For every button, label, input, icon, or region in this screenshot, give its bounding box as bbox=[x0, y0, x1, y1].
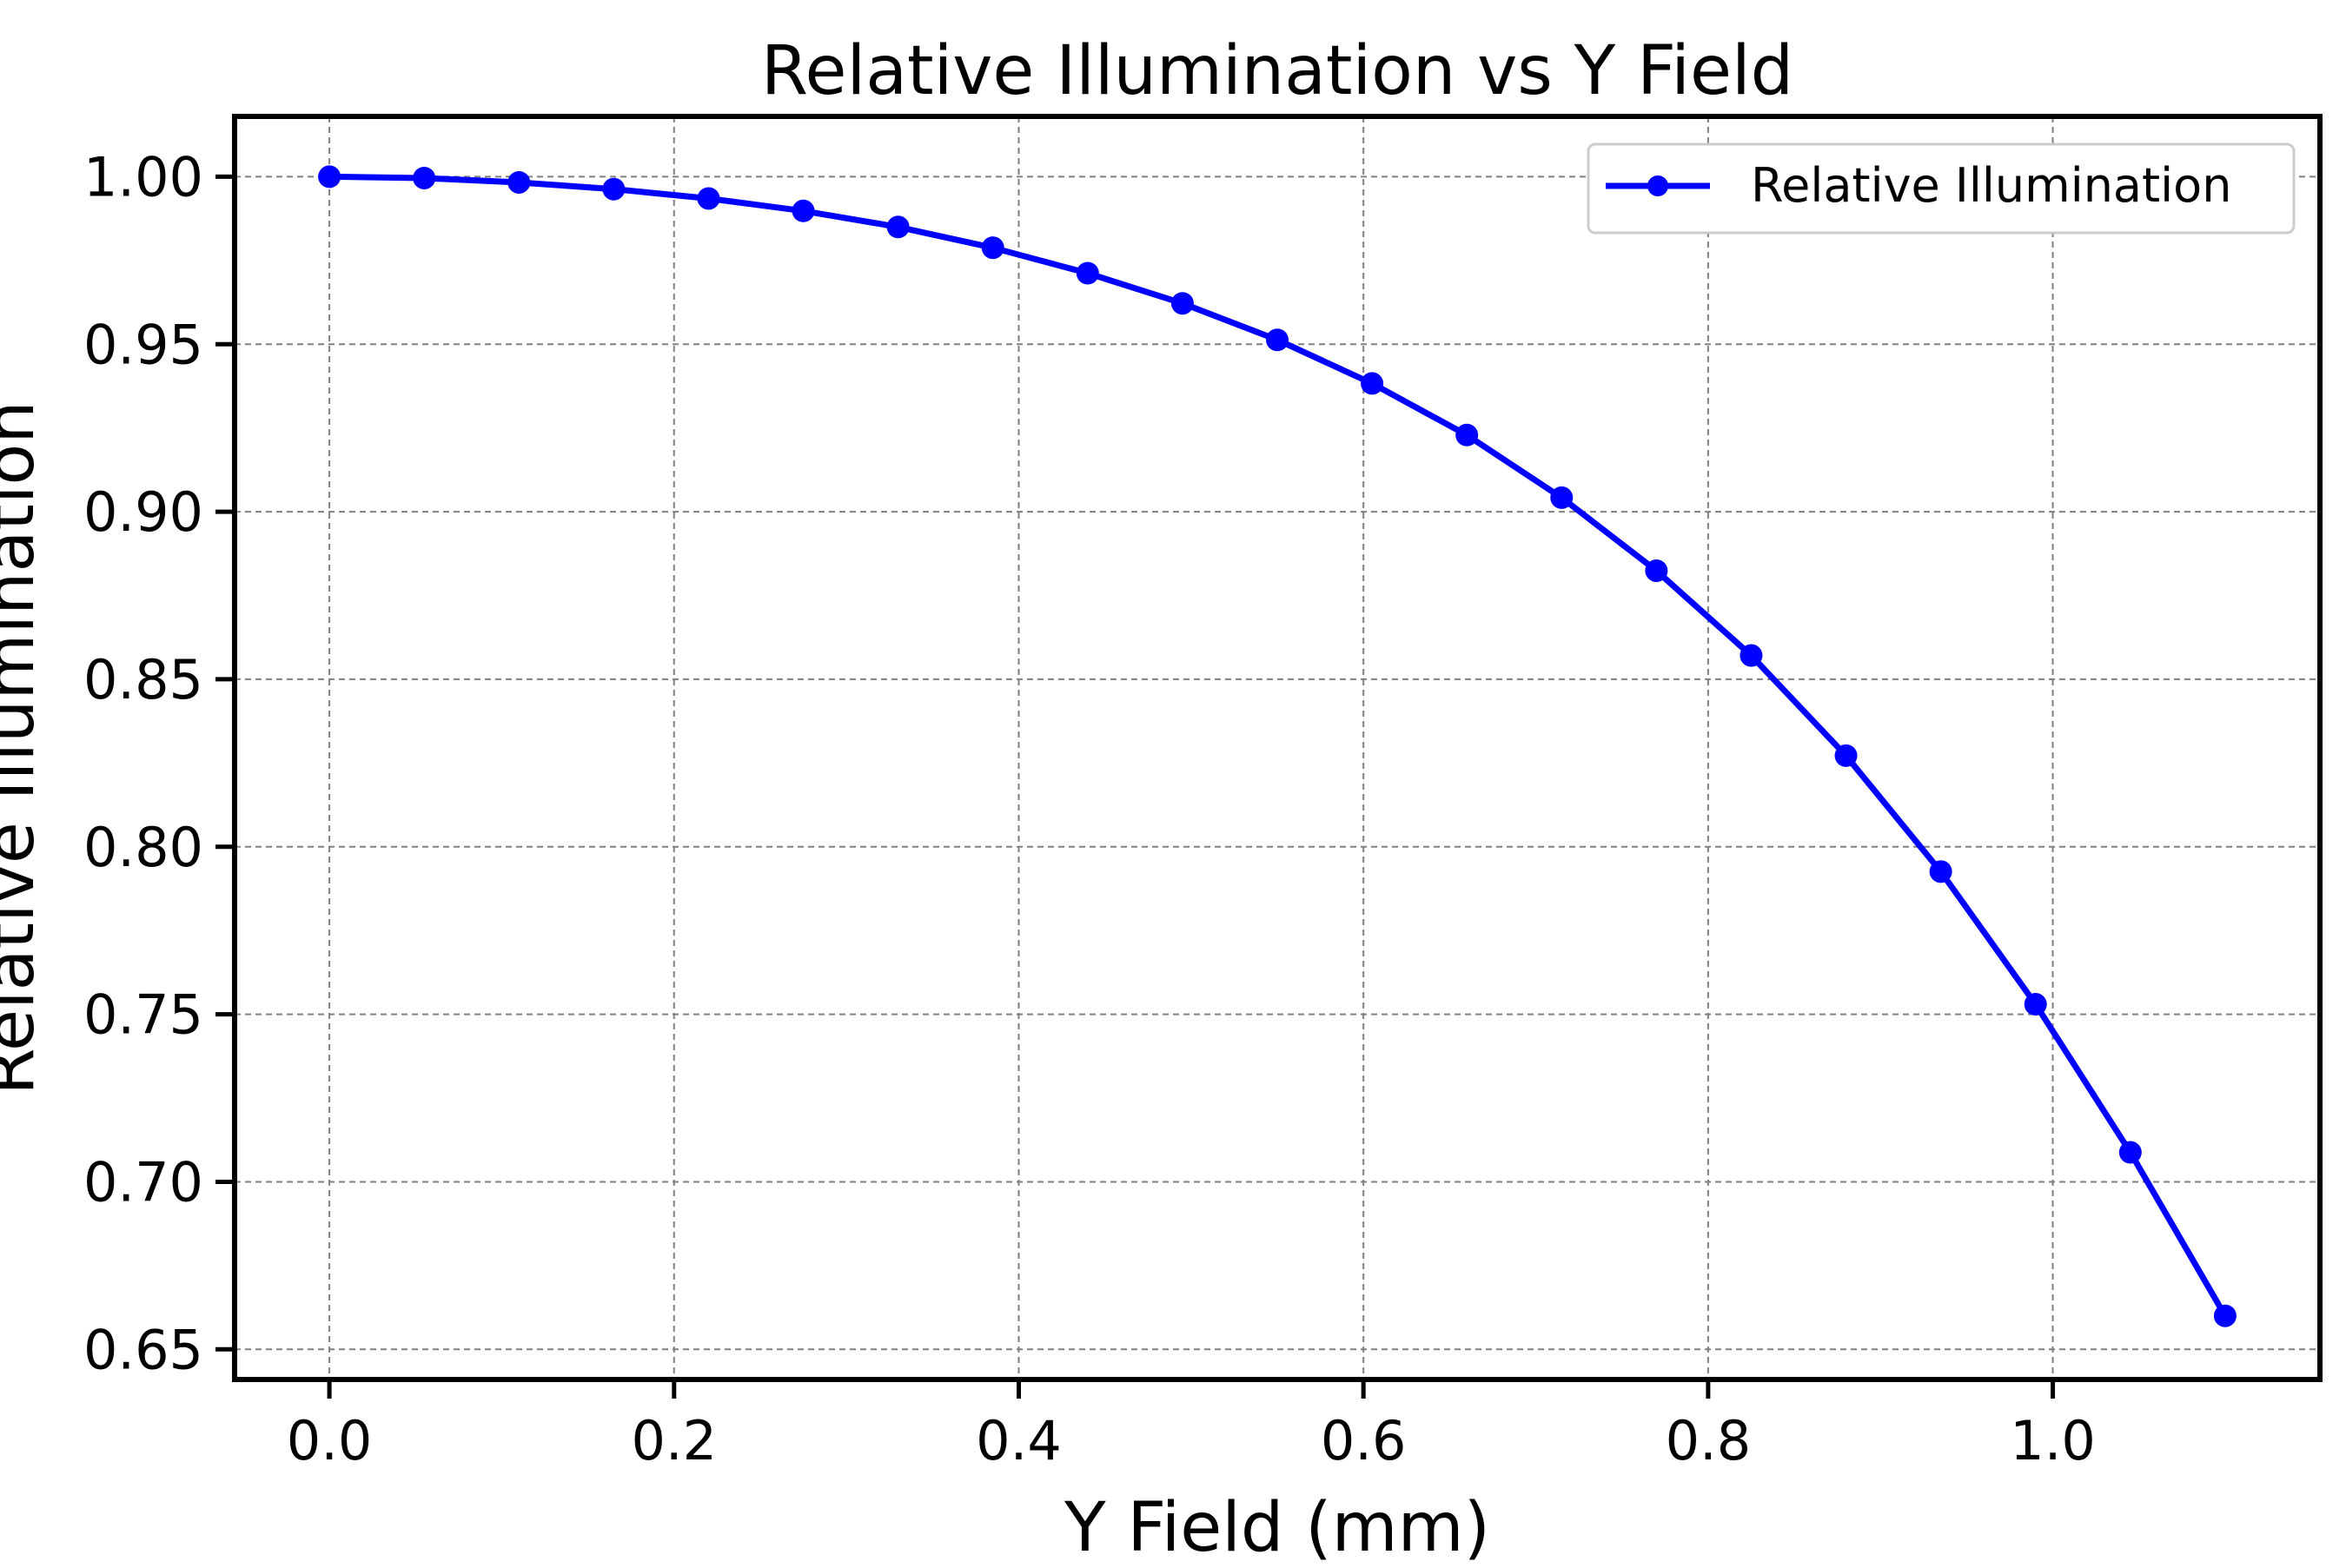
x-tick-label: 0.4 bbox=[976, 1409, 1062, 1472]
y-tick-label: 1.00 bbox=[83, 145, 203, 208]
x-tick-label: 0.0 bbox=[287, 1409, 373, 1472]
axis-ticks: 0.0 0.2 0.4 0.6 0.8 1.0 0.65 0.70 0.75 0.80 0.85 0.… bbox=[83, 145, 2096, 1472]
y-tick-label: 0.70 bbox=[83, 1150, 203, 1214]
data-point bbox=[981, 236, 1004, 260]
legend-label: Relative Illumination bbox=[1751, 158, 2231, 213]
legend-box bbox=[1587, 142, 2296, 235]
x-axis-label: Y Field (mm) bbox=[1064, 1489, 1490, 1564]
data-point bbox=[792, 199, 815, 222]
data-point bbox=[318, 165, 341, 189]
data-point bbox=[1645, 559, 1668, 582]
data-point bbox=[1455, 423, 1479, 447]
data-point bbox=[1550, 486, 1574, 509]
data-point bbox=[602, 177, 626, 201]
y-tick-label: 0.75 bbox=[83, 983, 203, 1047]
data-point bbox=[2118, 1141, 2142, 1164]
data-point bbox=[886, 215, 910, 239]
data-point bbox=[413, 166, 436, 189]
data-point bbox=[1266, 328, 1289, 352]
data-point bbox=[1076, 261, 1099, 285]
data-point bbox=[2024, 993, 2047, 1016]
data-point bbox=[2213, 1304, 2237, 1327]
x-tick-label: 1.0 bbox=[2010, 1409, 2096, 1472]
y-tick-label: 0.80 bbox=[83, 816, 203, 879]
plot-frame bbox=[232, 114, 2323, 1382]
y-axis-label: Relative Illumination bbox=[0, 400, 50, 1095]
y-tick-label: 0.95 bbox=[83, 313, 203, 376]
x-tick-label: 0.6 bbox=[1321, 1409, 1407, 1472]
y-tick-label: 0.85 bbox=[83, 648, 203, 711]
data-point bbox=[697, 187, 720, 210]
x-tick-label: 0.8 bbox=[1666, 1409, 1752, 1472]
data-point bbox=[1170, 292, 1194, 315]
data-point bbox=[1740, 644, 1763, 667]
x-tick-label: 0.2 bbox=[631, 1409, 717, 1472]
y-tick-label: 0.90 bbox=[83, 480, 203, 544]
data-point bbox=[1834, 744, 1858, 767]
data-point bbox=[1361, 372, 1384, 395]
y-tick-label: 0.65 bbox=[83, 1318, 203, 1381]
legend: Relative Illumination bbox=[1587, 142, 2296, 235]
legend-marker-swatch bbox=[1647, 175, 1668, 196]
data-point bbox=[1929, 860, 1952, 883]
chart-title: Relative Illumination vs Y Field bbox=[761, 32, 1793, 110]
data-point bbox=[507, 170, 531, 194]
series-layer bbox=[318, 165, 2237, 1327]
